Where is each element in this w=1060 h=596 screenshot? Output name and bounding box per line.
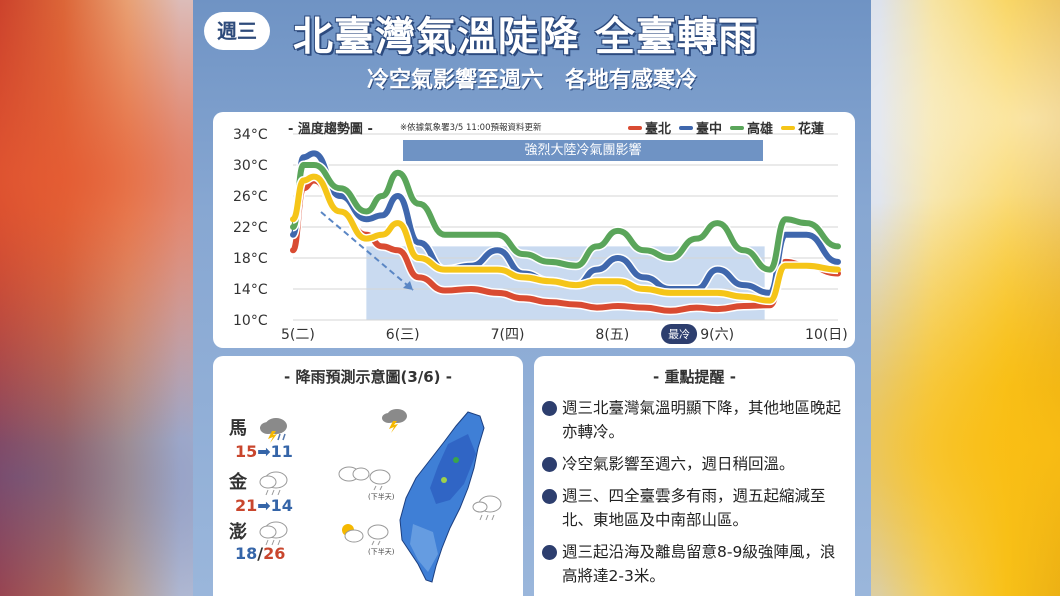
- green-spot: [453, 457, 459, 463]
- page-title: 北臺灣氣溫陡降 全臺轉雨: [293, 14, 759, 60]
- notes-heading: - 重點提醒 -: [653, 368, 736, 386]
- x-tick-label: 5(二): [281, 327, 315, 343]
- arrow-right-icon: ➡: [257, 442, 271, 461]
- bullet-icon: [542, 401, 557, 416]
- bullet-icon: [542, 457, 557, 472]
- island-matsu: 馬: [229, 414, 290, 443]
- rain-cloud-icon: [259, 471, 288, 496]
- trend-arrow-head: [403, 281, 413, 290]
- key-notes-card: - 重點提醒 - 週三北臺灣氣溫明顯下降，其他地區晚起亦轉冷。 冷空氣影響至週六…: [534, 356, 855, 596]
- legend-item: 臺北: [628, 118, 671, 137]
- trend-arrow: [320, 211, 414, 291]
- x-tick-label: 9(六): [700, 327, 734, 343]
- temp-from: 21: [235, 496, 258, 515]
- x-tick-label: 10(日): [805, 327, 848, 343]
- y-tick-label: 34°C: [233, 127, 268, 143]
- temp-from: 18: [235, 544, 258, 563]
- page-subtitle: 冷空氣影響至週六 各地有感寒冷: [366, 68, 697, 93]
- rain-section-heading: - 降雨預測示意圖(3/6) -: [284, 368, 452, 386]
- note-item: 冷空氣影響至週六，週日稍回溫。: [542, 452, 848, 476]
- cold-air-banner: 強烈大陸冷氣團影響: [403, 140, 763, 161]
- legend-item: 高雄: [730, 118, 773, 137]
- rain-cloud-icon: [338, 466, 391, 491]
- legend-swatch: [730, 125, 745, 130]
- afternoon-label: (下半天): [368, 492, 395, 501]
- temp-separator: /: [257, 544, 264, 563]
- y-tick-label: 22°C: [233, 220, 268, 236]
- temp-to: 26: [263, 544, 286, 563]
- island-name: 馬: [229, 418, 247, 439]
- x-tick-label: 8(五): [595, 327, 629, 343]
- bullet-icon: [542, 489, 557, 504]
- temp-to: 14: [270, 496, 293, 515]
- y-tick-label: 26°C: [233, 189, 268, 205]
- penghu-temp: 18/26: [235, 544, 285, 563]
- island-name: 澎: [229, 522, 247, 543]
- chart-heading: - 溫度趨勢圖 -: [288, 122, 373, 137]
- island-name: 金: [229, 472, 247, 493]
- y-tick-label: 30°C: [233, 158, 268, 174]
- temperature-chart: 34°C 30°C 26°C 22°C 18°C 14°C 10°C 5(二) 6(三) 7(四)…: [233, 127, 848, 344]
- legend-item: 臺中: [679, 118, 722, 137]
- sun-cloud-icon: [342, 524, 389, 546]
- legend-label: 高雄: [747, 122, 774, 137]
- x-tick-label: 7(四): [491, 327, 525, 343]
- day-badge: 週三: [204, 12, 270, 50]
- weather-poster: 週三 北臺灣氣溫陡降 全臺轉雨 冷空氣影響至週六 各地有感寒冷 34°C 30°C…: [193, 0, 871, 596]
- temp-to: 11: [270, 442, 293, 461]
- green-spot: [441, 477, 447, 483]
- matsu-temp: 15➡11: [235, 442, 293, 461]
- chart-source-note: ※依據氣象署3/5 11:00預報資料更新: [400, 123, 542, 133]
- legend-item: 花蓮: [781, 118, 824, 137]
- note-text: 週三、四全臺雲多有雨，週五起縮減至北、東地區及中南部山區。: [562, 487, 826, 529]
- light-rain-area: [410, 524, 438, 572]
- x-tick-label: 6(三): [386, 327, 420, 343]
- thunderstorm-icon: [260, 418, 288, 443]
- note-text: 週三起沿海及離島留意8-9級強陣風，浪高將達2-3米。: [562, 543, 836, 585]
- note-text: 週三北臺灣氣溫明顯下降，其他地區晚起亦轉冷。: [562, 399, 842, 441]
- series-line-花蓮: [290, 173, 841, 304]
- note-item: 週三起沿海及離島留意8-9級強陣風，浪高將達2-3米。: [542, 540, 848, 588]
- temperature-chart-card: 34°C 30°C 26°C 22°C 18°C 14°C 10°C 5(二) 6(三) 7(四)…: [213, 112, 855, 348]
- heavy-rain-area: [430, 434, 476, 504]
- island-kinmen: 金: [229, 468, 290, 497]
- temp-from: 15: [235, 442, 258, 461]
- legend-swatch: [781, 125, 796, 130]
- rain-cloud-icon: [259, 521, 288, 546]
- afternoon-label: (下半天): [368, 547, 395, 556]
- legend-swatch: [628, 125, 642, 130]
- coldest-label: 最冷: [668, 328, 690, 341]
- bullet-icon: [542, 545, 557, 560]
- legend-label: 花蓮: [798, 122, 825, 137]
- kinmen-temp: 21➡14: [235, 496, 293, 515]
- y-tick-label: 14°C: [233, 282, 268, 298]
- note-item: 週三、四全臺雲多有雨，週五起縮減至北、東地區及中南部山區。: [542, 484, 848, 532]
- series-line-高雄: [290, 162, 841, 273]
- legend-label: 臺中: [696, 122, 723, 137]
- chart-legend: 臺北 臺中 高雄 花蓮: [628, 118, 824, 137]
- legend-label: 臺北: [645, 122, 672, 137]
- legend-swatch: [679, 125, 694, 130]
- taiwan-rain-map: (下半天) (下半天): [338, 409, 502, 583]
- notes-list: 週三北臺灣氣溫明顯下降，其他地區晚起亦轉冷。 冷空氣影響至週六，週日稍回溫。 週…: [542, 396, 848, 596]
- coldest-badge: [661, 324, 698, 344]
- arrow-right-icon: ➡: [257, 496, 271, 515]
- y-tick-label: 10°C: [233, 313, 268, 329]
- rain-cloud-icon: [472, 495, 502, 521]
- rain-forecast-card: - 降雨預測示意圖(3/6) - 馬 15➡11 金 21➡14 澎: [213, 356, 523, 596]
- thunderstorm-icon: [382, 409, 407, 433]
- note-text: 冷空氣影響至週六，週日稍回溫。: [562, 455, 795, 473]
- note-item: 週三北臺灣氣溫明顯下降，其他地區晚起亦轉冷。: [542, 396, 848, 444]
- y-tick-label: 18°C: [233, 251, 268, 267]
- island-penghu: 澎: [229, 518, 290, 547]
